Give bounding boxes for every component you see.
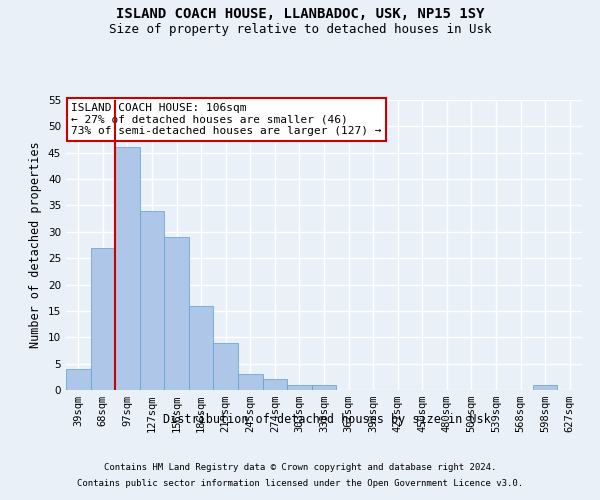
Text: ISLAND COACH HOUSE, LLANBADOC, USK, NP15 1SY: ISLAND COACH HOUSE, LLANBADOC, USK, NP15…: [116, 8, 484, 22]
Bar: [66, 369, 91, 390]
Text: ISLAND COACH HOUSE: 106sqm
← 27% of detached houses are smaller (46)
73% of semi: ISLAND COACH HOUSE: 106sqm ← 27% of deta…: [71, 103, 382, 136]
Bar: [238, 374, 263, 390]
Y-axis label: Number of detached properties: Number of detached properties: [29, 142, 43, 348]
Bar: [214, 342, 238, 390]
Bar: [533, 384, 557, 390]
Bar: [140, 210, 164, 390]
Bar: [91, 248, 115, 390]
Bar: [189, 306, 214, 390]
Bar: [287, 384, 312, 390]
Bar: [312, 384, 336, 390]
Text: Distribution of detached houses by size in Usk: Distribution of detached houses by size …: [163, 412, 491, 426]
Text: Contains HM Land Registry data © Crown copyright and database right 2024.: Contains HM Land Registry data © Crown c…: [104, 464, 496, 472]
Text: Size of property relative to detached houses in Usk: Size of property relative to detached ho…: [109, 22, 491, 36]
Bar: [164, 237, 189, 390]
Bar: [263, 380, 287, 390]
Text: Contains public sector information licensed under the Open Government Licence v3: Contains public sector information licen…: [77, 478, 523, 488]
Bar: [115, 148, 140, 390]
